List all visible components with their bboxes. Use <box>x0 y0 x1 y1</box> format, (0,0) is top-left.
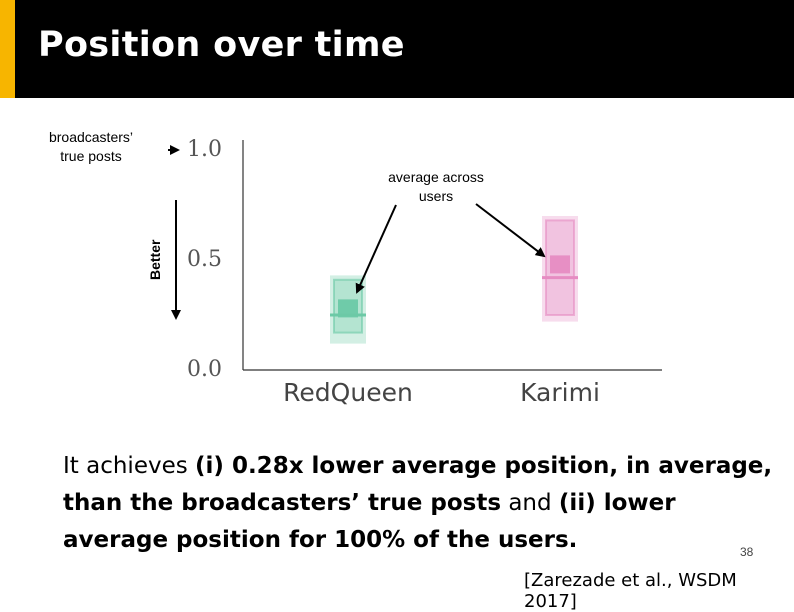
average-label-line2: users <box>418 188 454 204</box>
citation: [Zarezade et al., WSDM 2017] <box>524 570 737 612</box>
y-tick-label: 1.0 <box>187 137 222 162</box>
box-mean-marker <box>550 255 570 274</box>
x-category-label: RedQueen <box>283 378 413 407</box>
title-bar <box>0 0 794 98</box>
body-paragraph: It achieves (i) 0.28x lower average posi… <box>63 448 783 559</box>
body-bold-2: (ii) lower average position for 100% of … <box>63 490 676 553</box>
y-tick-label: 0.5 <box>187 247 222 272</box>
chart: 1.0 0.5 0.0 RedQueen Karimi <box>168 137 662 407</box>
slide-title: Position over time <box>38 25 405 65</box>
page-number: 38 <box>740 545 754 559</box>
body-text-2: and <box>501 490 559 516</box>
y-tick-label: 0.0 <box>187 357 222 382</box>
average-label-line1: average across <box>388 169 484 185</box>
broadcasters-label-line1: broadcasters’ <box>48 129 134 145</box>
average-arrow-redqueen <box>355 204 397 294</box>
average-label: average across users <box>372 168 500 206</box>
title-accent-bar <box>0 0 15 98</box>
box-mean-marker <box>338 299 358 318</box>
average-arrow-karimi <box>475 203 546 258</box>
box-plots <box>330 216 578 344</box>
x-category-label: Karimi <box>520 378 600 407</box>
broadcasters-label: broadcasters’ true posts <box>36 128 146 166</box>
body-bold-1: (i) 0.28x lower average position, in ave… <box>63 453 773 516</box>
broadcasters-label-line2: true posts <box>60 148 122 164</box>
body-text-1: It achieves <box>63 453 196 479</box>
